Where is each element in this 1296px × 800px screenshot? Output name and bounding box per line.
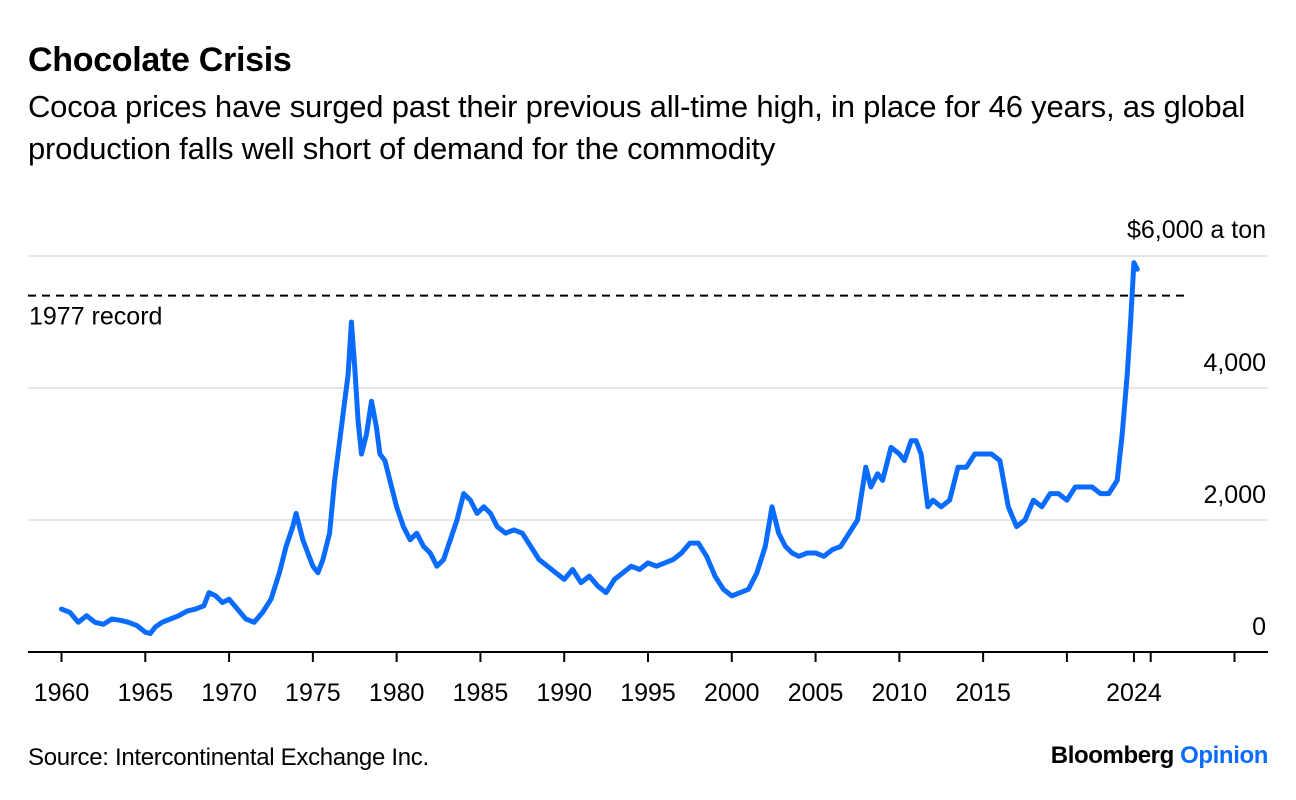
source-note: Source: Intercontinental Exchange Inc. bbox=[28, 744, 429, 771]
brand-opinion: Opinion bbox=[1180, 742, 1268, 769]
y-tick-label: $6,000 a ton bbox=[1127, 216, 1266, 244]
y-tick-label: 0 bbox=[1252, 613, 1266, 641]
x-tick-label: 2005 bbox=[788, 679, 844, 707]
y-axis: 0 2,000 4,000 $6,000 a ton bbox=[1127, 216, 1266, 641]
x-tick-label: 1990 bbox=[536, 679, 592, 707]
x-tick-label: 2000 bbox=[704, 679, 760, 707]
chart-title: Chocolate Crisis bbox=[28, 41, 292, 79]
series-layer bbox=[59, 260, 1140, 636]
x-tick-label: 1975 bbox=[285, 679, 341, 707]
y-tick-label: 2,000 bbox=[1203, 481, 1266, 509]
brand-logo: Bloomberg Opinion bbox=[1050, 742, 1269, 770]
x-tick-label: 2015 bbox=[955, 679, 1011, 707]
chart-subtitle: Cocoa prices have surged past their prev… bbox=[28, 89, 1246, 166]
y-tick-label: 4,000 bbox=[1203, 349, 1266, 377]
record-label: 1977 record bbox=[29, 303, 162, 331]
x-tick-label: 1985 bbox=[453, 679, 509, 707]
x-tick-label: 1980 bbox=[369, 679, 425, 707]
x-tick-label: 2024 bbox=[1106, 679, 1162, 707]
x-tick-label: 1960 bbox=[34, 679, 90, 707]
price-line bbox=[59, 260, 1140, 636]
x-tick-label: 2010 bbox=[872, 679, 928, 707]
x-axis: 1960 1965 1970 1975 1980 1985 1990 1995 2000 2005… bbox=[28, 651, 1268, 707]
record-reference: 1977 record bbox=[28, 294, 1188, 331]
brand-bloomberg: Bloomberg bbox=[1050, 742, 1174, 769]
x-tick-label: 1970 bbox=[201, 679, 257, 707]
x-tick-label: 1965 bbox=[117, 679, 173, 707]
gridlines bbox=[28, 255, 1268, 521]
x-tick-label: 1995 bbox=[620, 679, 676, 707]
